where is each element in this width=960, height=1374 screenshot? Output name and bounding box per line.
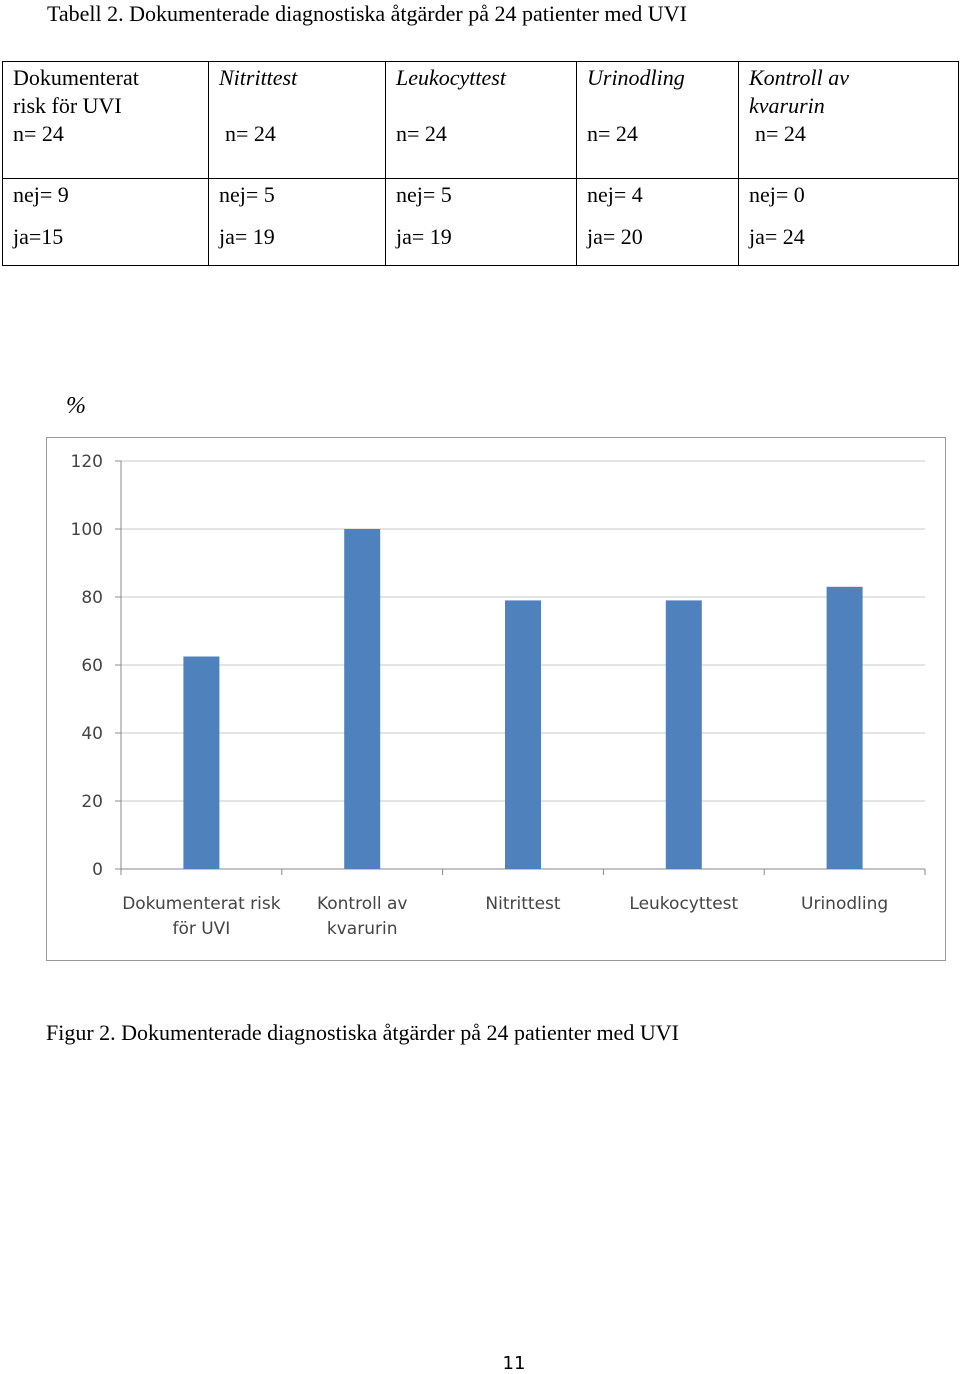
nej-value: nej= 5 [396, 182, 452, 207]
table-cell: nej= 5 ja= 19 [208, 178, 386, 266]
header-title: Leukocyttest [396, 64, 566, 120]
header-title: Dokumenterat risk för UVI [13, 64, 198, 120]
x-category-label-line: kvarurin [327, 919, 398, 939]
nej-value: nej= 5 [219, 182, 275, 207]
nej-value: nej= 9 [13, 182, 69, 207]
x-category-label: Urinodling [801, 894, 888, 914]
bar [183, 656, 220, 869]
header-title-line: Urinodling [587, 65, 685, 90]
y-tick-label: 40 [81, 724, 103, 744]
x-category-label-line: för UVI [172, 919, 230, 939]
header-n: n= 24 [13, 121, 64, 146]
header-title-line: kvarurin [749, 93, 825, 118]
header-n: n= 24 [587, 121, 638, 146]
header-cell-urinodling: Urinodling n= 24 [576, 61, 739, 179]
ja-value: ja=15 [13, 224, 64, 249]
ja-value: ja= 20 [587, 224, 643, 249]
y-tick-label: 100 [71, 520, 103, 540]
header-cell-leukocyttest: Leukocyttest n= 24 [385, 61, 577, 179]
x-category-label: Nitrittest [485, 894, 560, 914]
bar [665, 600, 702, 869]
bar [505, 600, 541, 869]
header-title: Nitrittest [219, 64, 375, 120]
diagnostics-table: Dokumenterat risk för UVI n= 24 Nitritte… [2, 61, 959, 266]
header-n: n= 24 [225, 121, 276, 146]
y-tick-label: 0 [92, 860, 103, 880]
header-title-line: Dokumenterat [13, 65, 139, 90]
table-cell: nej= 0 ja= 24 [738, 178, 959, 266]
header-n: n= 24 [396, 121, 447, 146]
bar [826, 586, 863, 869]
x-category-label: Kontroll av kvarurin [317, 894, 408, 939]
header-title: Urinodling [587, 64, 728, 120]
x-category-label-line: Nitrittest [485, 894, 560, 914]
ja-value: ja= 24 [749, 224, 805, 249]
header-n: n= 24 [755, 121, 806, 146]
table-cell: nej= 5 ja= 19 [385, 178, 577, 266]
y-tick-label: 80 [81, 588, 103, 608]
table-row: nej= 9 ja=15 nej= 5 ja= 19 nej= 5 ja= 19… [2, 178, 959, 266]
y-tick-label: 20 [81, 792, 103, 812]
table-header-row: Dokumenterat risk för UVI n= 24 Nitritte… [2, 61, 959, 179]
header-title-line: Nitrittest [219, 65, 298, 90]
chart-unit-label: % [66, 393, 86, 419]
x-category-label-line: Kontroll av [317, 894, 408, 914]
x-category-label-line: Urinodling [801, 894, 888, 914]
table-cell: nej= 9 ja=15 [2, 178, 209, 266]
x-category-label-line: Dokumenterat risk [122, 894, 281, 914]
header-cell-dokumenterat-risk: Dokumenterat risk för UVI n= 24 [2, 61, 209, 179]
x-category-label: Leukocyttest [629, 894, 738, 914]
header-cell-nitrittest: Nitrittest n= 24 [208, 61, 386, 179]
x-category-label-line: Leukocyttest [629, 894, 738, 914]
header-cell-kontroll-kvarurin: Kontroll av kvarurin n= 24 [738, 61, 959, 179]
bar-chart: 0 20 40 60 80 100 120 Dokumenterat risk för UVI K… [46, 437, 946, 961]
chart-svg: 0 20 40 60 80 100 120 Dokumenterat risk för UVI K… [71, 452, 926, 939]
x-category-label: Dokumenterat risk för UVI [122, 894, 281, 939]
table-caption: Tabell 2. Dokumenterade diagnostiska åtg… [47, 1, 687, 26]
y-tick-label: 60 [81, 656, 103, 676]
y-tick-label: 120 [71, 452, 103, 472]
header-title-line: risk för UVI [13, 93, 122, 118]
page-number: 11 [502, 1353, 526, 1374]
nej-value: nej= 0 [749, 182, 805, 207]
header-title-line: Leukocyttest [396, 65, 506, 90]
ja-value: ja= 19 [396, 224, 452, 249]
figure-caption: Figur 2. Dokumenterade diagnostiska åtgä… [46, 1020, 679, 1045]
ja-value: ja= 19 [219, 224, 275, 249]
table-cell: nej= 4 ja= 20 [576, 178, 739, 266]
bar [344, 529, 381, 869]
header-title: Kontroll av kvarurin [749, 64, 948, 120]
nej-value: nej= 4 [587, 182, 643, 207]
header-title-line: Kontroll av [749, 65, 850, 90]
